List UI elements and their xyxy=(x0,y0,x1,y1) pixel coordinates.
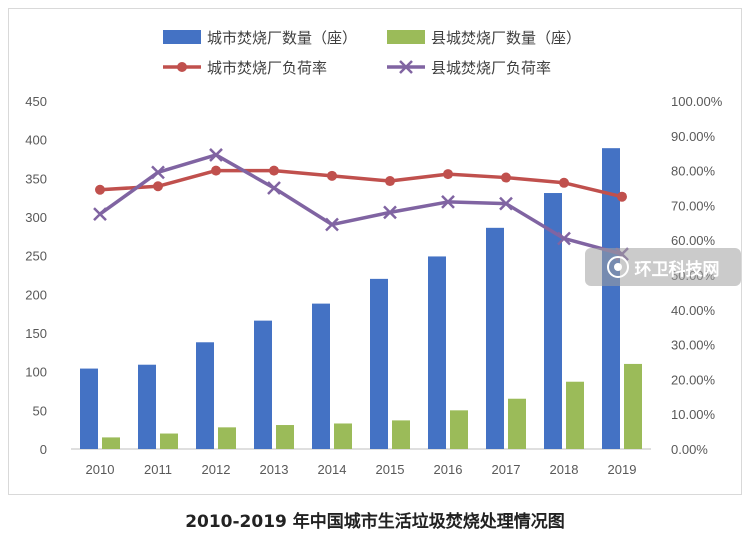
y-right-tick-label: 70.00% xyxy=(671,198,716,213)
bar-county xyxy=(160,433,178,449)
bar-city xyxy=(138,364,156,449)
legend-swatch xyxy=(163,30,201,44)
bar-city xyxy=(602,148,620,449)
y-left-tick-label: 450 xyxy=(25,94,47,109)
legend-marker xyxy=(399,60,413,74)
chart-title: 2010-2019 年中国城市生活垃圾焚烧处理情况图 xyxy=(185,512,565,532)
y-right-tick-label: 20.00% xyxy=(671,372,716,387)
bar-county xyxy=(392,420,410,449)
chart-svg: 0 50 100 150 200 250 300 350 400 450 0.00% 10.00% 20… xyxy=(25,29,723,477)
bar-city xyxy=(196,342,214,449)
legend-label: 县城焚烧厂负荷率 xyxy=(431,59,551,77)
bar-city xyxy=(486,227,504,449)
point-city-load-rate xyxy=(443,169,453,180)
legend-label: 城市焚烧厂负荷率 xyxy=(207,59,327,77)
point-county-load-rate xyxy=(93,207,107,221)
x-tick-label: 2019 xyxy=(608,462,637,477)
point-city-load-rate xyxy=(327,170,337,181)
legend-label: 县城焚烧厂数量（座） xyxy=(431,29,581,47)
y-right-tick-label: 60.00% xyxy=(671,233,716,248)
bar-county xyxy=(508,398,526,449)
bar-city xyxy=(370,278,388,449)
watermark-logo-icon xyxy=(606,256,629,278)
y-right-tick-label: 30.00% xyxy=(671,338,716,353)
y-left-tick-label: 0 xyxy=(40,442,47,457)
bar-city xyxy=(544,193,562,449)
x-tick-label: 2012 xyxy=(202,462,231,477)
point-county-load-rate xyxy=(441,195,455,209)
point-county-load-rate xyxy=(557,231,571,246)
bar-city xyxy=(428,256,446,449)
point-city-load-rate xyxy=(559,177,569,188)
point-county-load-rate xyxy=(267,181,281,195)
legend-label: 城市焚烧厂数量（座） xyxy=(207,29,357,47)
point-city-load-rate xyxy=(95,184,105,195)
watermark-text: 环卫科技网 xyxy=(634,259,720,280)
point-county-load-rate xyxy=(499,196,513,211)
bar-city xyxy=(80,368,98,449)
point-city-load-rate xyxy=(385,176,395,187)
x-tick-label: 2014 xyxy=(318,462,347,477)
bar-county xyxy=(102,437,120,449)
point-county-load-rate xyxy=(209,148,223,162)
y-left-tick-label: 350 xyxy=(25,171,47,186)
point-city-load-rate xyxy=(617,191,627,202)
y-left-tick-label: 400 xyxy=(25,133,47,148)
point-city-load-rate xyxy=(269,165,279,176)
bar-county xyxy=(334,423,352,449)
bar-county xyxy=(624,363,642,449)
y-right-tick-label: 80.00% xyxy=(671,164,716,179)
bar-county xyxy=(218,427,236,449)
x-tick-label: 2017 xyxy=(492,462,521,477)
bar-city xyxy=(254,320,272,449)
x-tick-label: 2011 xyxy=(144,462,172,477)
x-tick-label: 2018 xyxy=(550,462,579,477)
y-left-tick-label: 150 xyxy=(25,326,47,341)
x-tick-label: 2010 xyxy=(86,462,115,477)
y-left-tick-label: 200 xyxy=(25,287,47,302)
y-right-tick-label: 100.00% xyxy=(671,94,723,109)
point-city-load-rate xyxy=(501,172,511,183)
bar-city xyxy=(312,303,330,449)
legend-swatch xyxy=(387,30,425,44)
point-county-load-rate xyxy=(383,205,397,220)
x-tick-label: 2013 xyxy=(260,462,289,477)
y-left-tick-label: 50 xyxy=(33,403,47,418)
x-tick-label: 2015 xyxy=(376,462,405,477)
bar-county xyxy=(276,425,294,449)
bar-county xyxy=(450,410,468,449)
x-tick-label: 2016 xyxy=(434,462,463,477)
y-right-tick-label: 90.00% xyxy=(671,129,716,144)
point-county-load-rate xyxy=(325,217,339,232)
y-right-tick-label: 40.00% xyxy=(671,303,716,318)
point-city-load-rate xyxy=(211,165,221,176)
point-county-load-rate xyxy=(151,165,165,180)
y-left-tick-label: 100 xyxy=(25,365,47,380)
watermark: 环卫科技网 xyxy=(585,248,741,286)
legend-marker xyxy=(177,62,187,72)
y-left-tick-label: 250 xyxy=(25,249,47,264)
y-right-tick-label: 0.00% xyxy=(671,442,708,457)
y-right-tick-label: 10.00% xyxy=(671,407,716,422)
line-city-load-rate xyxy=(99,168,623,199)
bar-county xyxy=(566,381,584,449)
point-city-load-rate xyxy=(153,181,163,192)
line-county-load-rate xyxy=(98,153,623,256)
y-left-tick-label: 300 xyxy=(25,210,47,225)
